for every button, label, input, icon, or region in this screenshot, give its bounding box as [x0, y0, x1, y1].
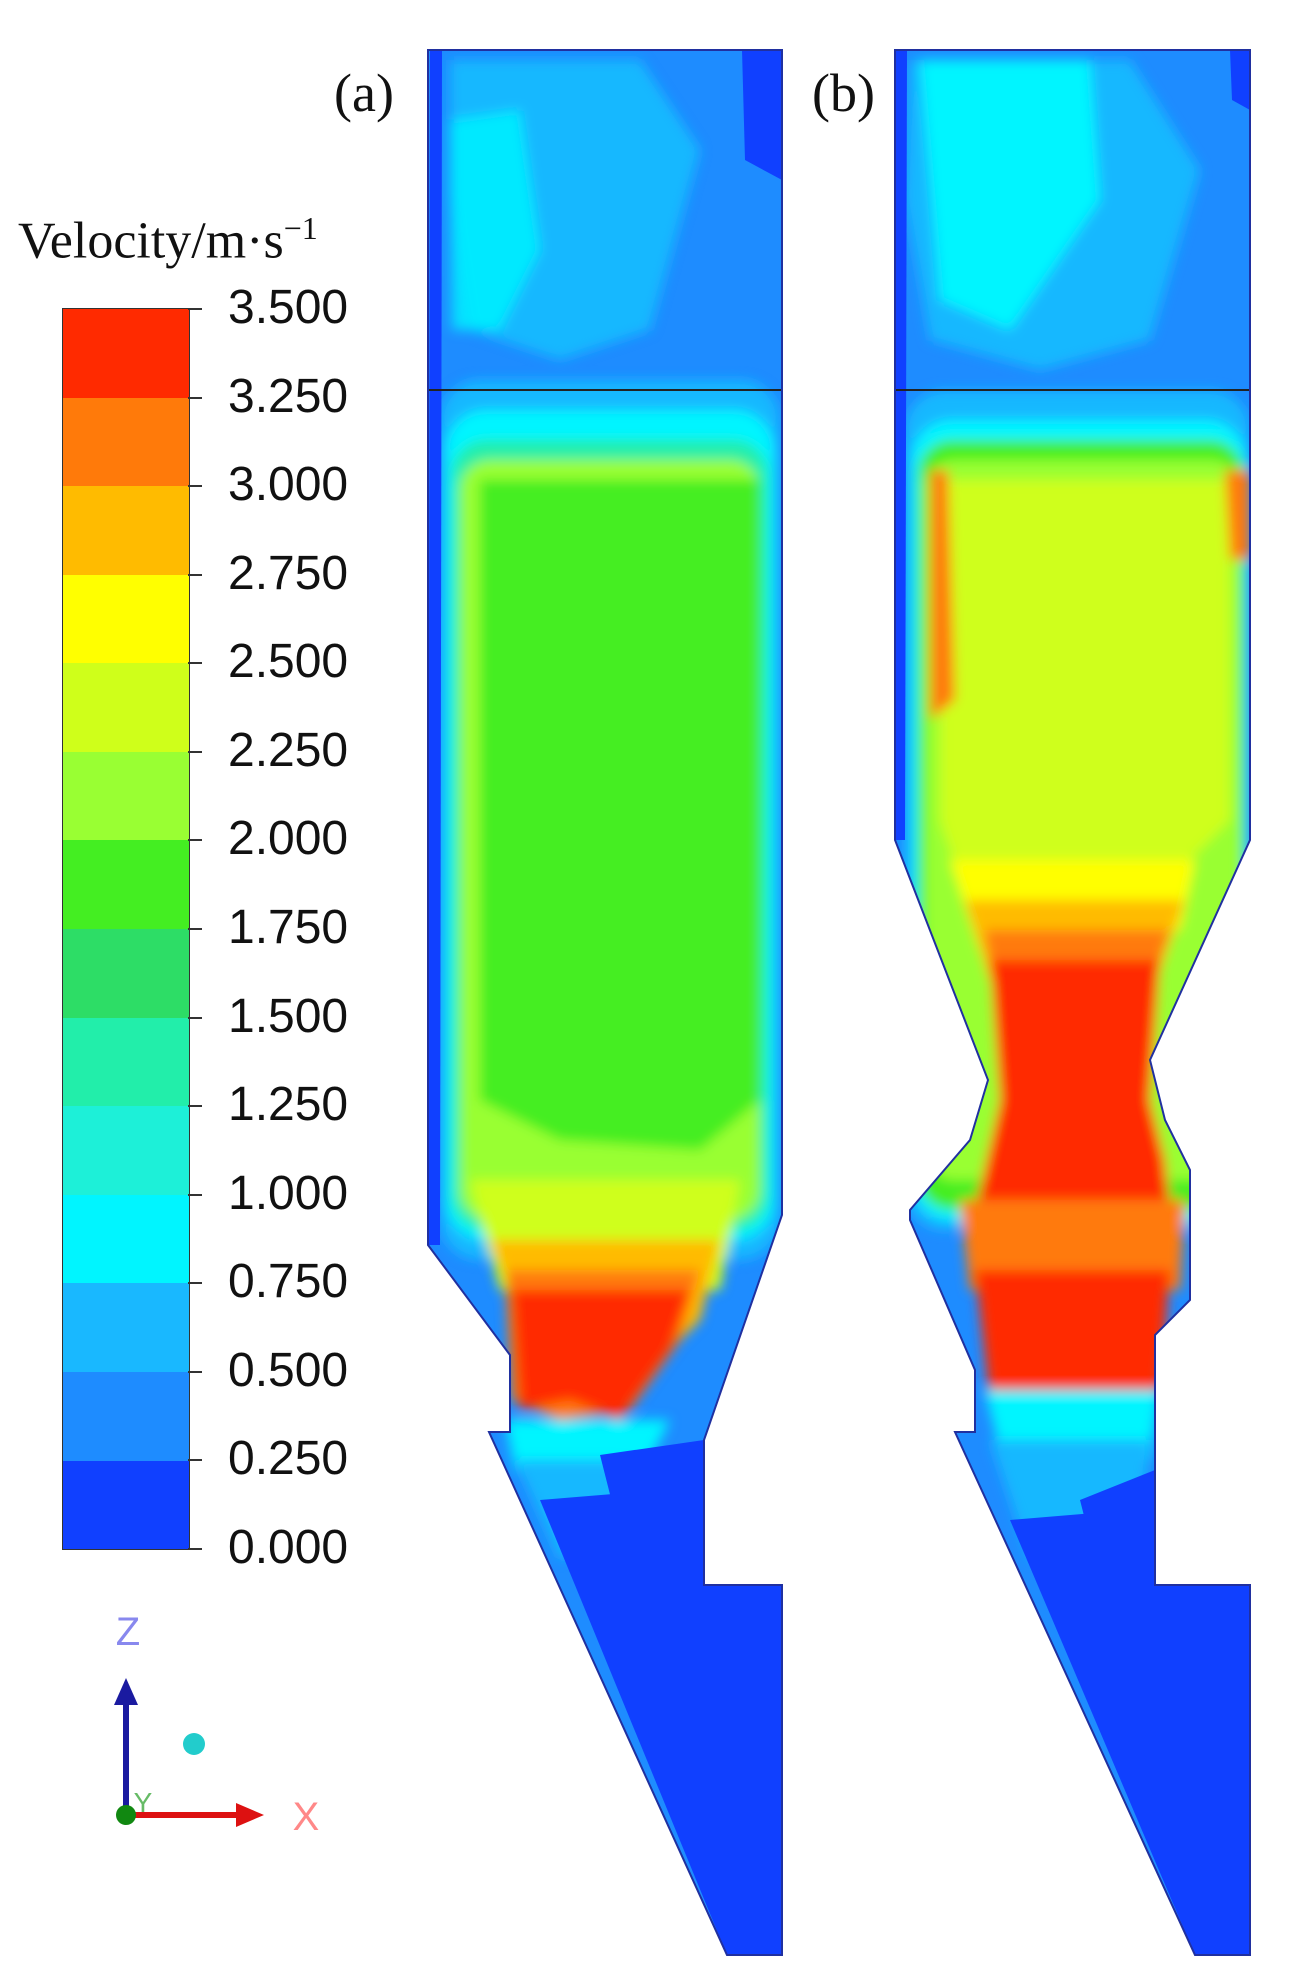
view-sphere [183, 1733, 205, 1755]
colorbar-tick-label: 3.000 [228, 458, 349, 512]
colorbar-tick [188, 1016, 202, 1019]
z-axis-arrow [114, 1678, 138, 1815]
colorbar-tick [188, 485, 202, 488]
colorbar-tick-label: 2.250 [228, 723, 349, 777]
colorbar-tick-label: 2.500 [228, 635, 349, 689]
colorbar-tick-label: 0.250 [228, 1432, 349, 1486]
colorbar-tick-label: 3.500 [228, 281, 349, 334]
colorbar-band [63, 309, 189, 398]
colorbar-tick [188, 573, 202, 576]
colorbar-band [63, 1283, 189, 1372]
y-axis-dot [116, 1805, 136, 1825]
x-axis-label: X [293, 1795, 320, 1839]
colorbar-tick [188, 928, 202, 930]
colorbar-tick [188, 308, 202, 310]
colorbar-band [63, 1106, 189, 1195]
colorbar-tick [188, 1282, 202, 1285]
x-axis-arrow [126, 1803, 264, 1827]
colorbar-tick-label: 0.000 [228, 1521, 349, 1574]
colorbar [62, 308, 190, 1550]
y-axis-label: Y [134, 1787, 153, 1818]
colorbar-tick-label: 1.250 [228, 1078, 349, 1132]
colorbar-tick [188, 839, 202, 842]
legend-title: Velocity/m·s−1 [18, 210, 318, 270]
colorbar-tick [188, 662, 202, 665]
colorbar-band [63, 1017, 189, 1107]
colorbar-band [63, 486, 189, 575]
panel-label-a: (a) [334, 63, 394, 123]
colorbar-tick [188, 1459, 202, 1462]
colorbar-tick-label: 3.250 [228, 369, 349, 423]
colorbar-band [63, 840, 189, 930]
colorbar-tick [188, 396, 202, 399]
colorbar-band [63, 663, 189, 752]
colorbar-band [63, 1194, 189, 1284]
colorbar-band [63, 1371, 189, 1461]
colorbar-band [63, 929, 189, 1018]
colorbar-tick [188, 1193, 202, 1196]
colorbar-tick-label: 1.500 [228, 989, 349, 1043]
colorbar-tick [188, 1548, 202, 1550]
colorbar-tick-label: 1.000 [228, 1166, 349, 1220]
panel-label-b: (b) [812, 63, 875, 123]
colorbar-band [63, 1460, 189, 1550]
colorbar-tick-label: 2.000 [228, 812, 349, 866]
colorbar-band [63, 751, 189, 841]
colorbar-band [63, 574, 189, 664]
z-axis-label: Z [116, 1610, 140, 1654]
colorbar-tick [188, 750, 202, 753]
colorbar-band [63, 397, 189, 487]
colorbar-tick [188, 1370, 202, 1373]
colorbar-tick [188, 1105, 202, 1108]
colorbar-tick-label: 1.750 [228, 901, 349, 954]
colorbar-tick-label: 0.750 [228, 1255, 349, 1309]
colorbar-tick-label: 2.750 [228, 546, 349, 600]
colorbar-tick-label: 0.500 [228, 1343, 349, 1397]
